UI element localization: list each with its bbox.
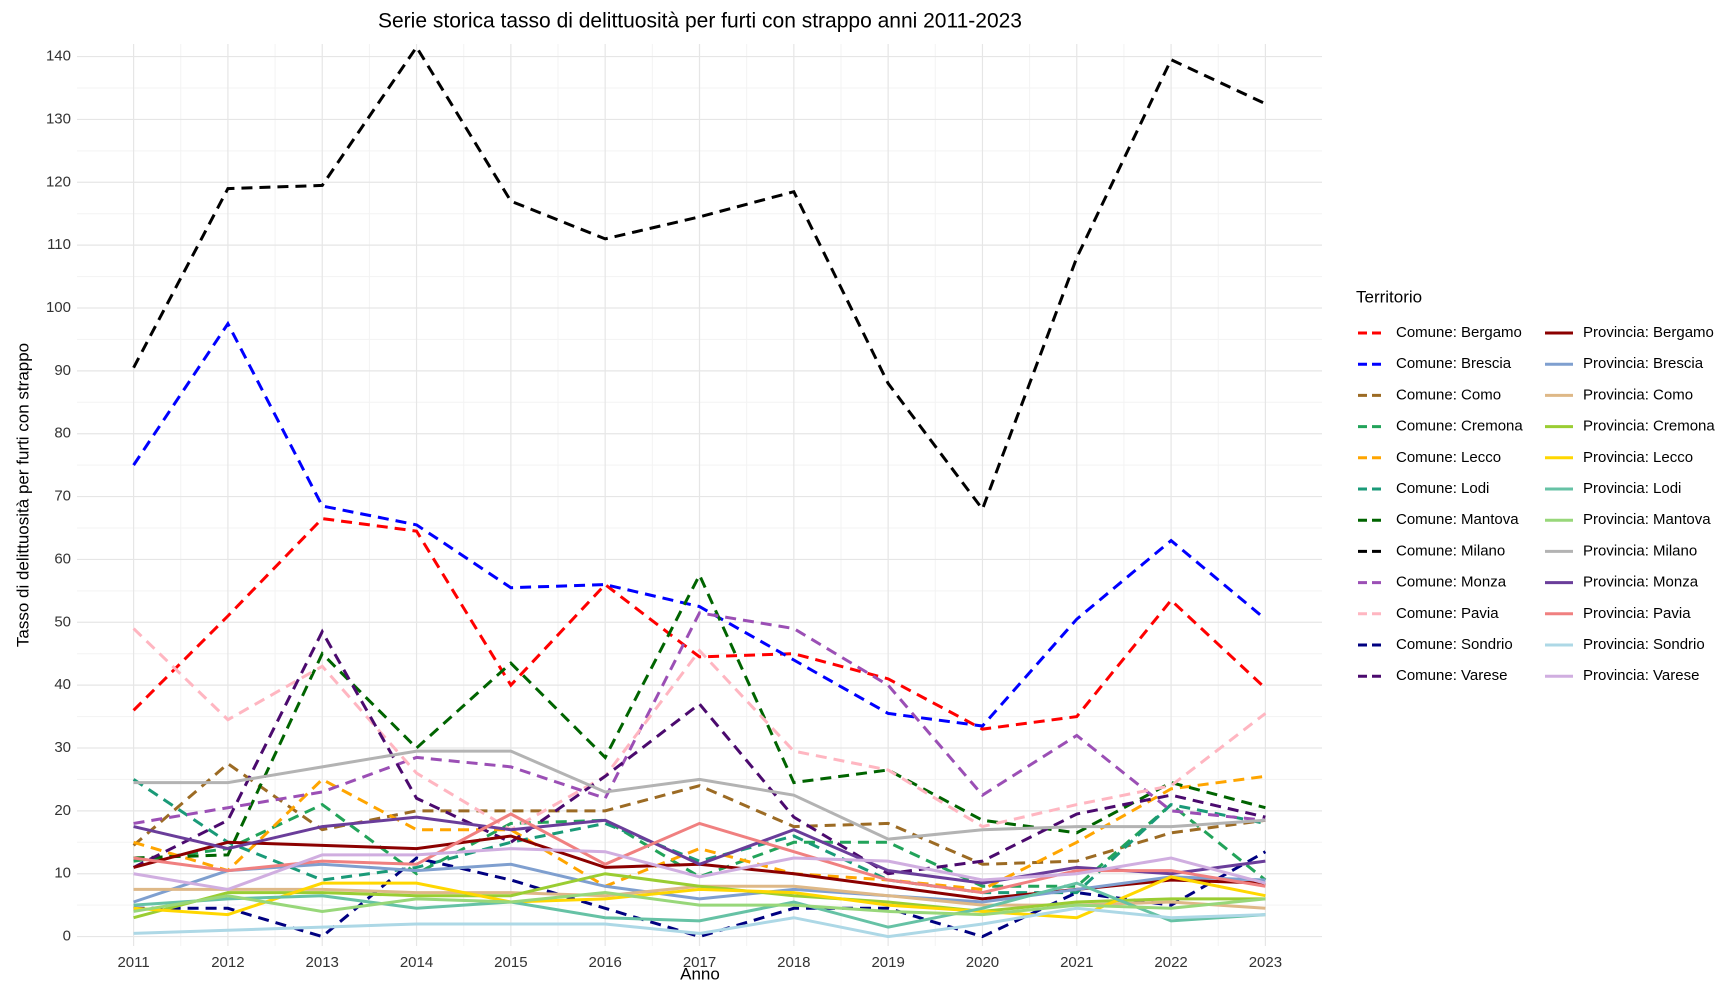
legend-label: Comune: Pavia [1396, 605, 1499, 622]
x-axis-title: Anno [680, 964, 720, 983]
legend-label: Provincia: Bergamo [1583, 324, 1714, 341]
legend-label: Comune: Varese [1396, 667, 1507, 684]
y-tick-label: 80 [54, 425, 71, 442]
legend-label: Comune: Sondrio [1396, 636, 1513, 653]
series-line [132, 627, 1267, 832]
series-line [133, 872, 1266, 920]
series-line [133, 749, 1266, 841]
series-line [133, 611, 1266, 825]
x-tick-label: 2014 [400, 954, 433, 971]
series-line [133, 875, 1266, 920]
y-tick-label: 40 [54, 676, 71, 693]
series-line [133, 774, 1266, 891]
series-line [132, 628, 1266, 876]
x-tick-label: 2016 [588, 954, 621, 971]
legend-label: Provincia: Lecco [1583, 449, 1693, 466]
legend-label: Comune: Mantova [1396, 511, 1519, 528]
y-tick-label: 100 [46, 299, 71, 316]
series-line [132, 516, 1267, 731]
legend-label: Provincia: Sondrio [1583, 636, 1705, 653]
y-tick-label: 20 [54, 802, 71, 819]
series-line [133, 571, 1266, 860]
legend-label: Comune: Cremona [1396, 418, 1523, 435]
legend-label: Comune: Lodi [1396, 480, 1489, 497]
legend-label: Provincia: Monza [1583, 574, 1699, 591]
series-line [133, 815, 1266, 885]
y-tick-label: 10 [54, 865, 71, 882]
x-tick-label: 2015 [494, 954, 527, 971]
x-tick-label: 2013 [306, 954, 339, 971]
series-line [133, 802, 1267, 888]
x-tick-label: 2023 [1249, 954, 1282, 971]
legend-label: Comune: Lecco [1396, 449, 1501, 466]
series-line [132, 778, 1266, 895]
legend-label: Provincia: Mantova [1583, 511, 1711, 528]
x-tick-label: 2012 [211, 954, 244, 971]
x-tick-label: 2011 [117, 954, 149, 971]
series-line [132, 44, 1267, 513]
chart-title: Serie storica tasso di delittuosità per … [378, 10, 1022, 33]
y-tick-label: 120 [46, 173, 71, 190]
legend-label: Provincia: Brescia [1583, 355, 1704, 372]
legend-label: Comune: Bergamo [1396, 324, 1522, 341]
legend-label: Provincia: Como [1583, 386, 1693, 403]
legend-label: Comune: Como [1396, 386, 1501, 403]
y-tick-label: 0 [63, 928, 71, 945]
legend-label: Provincia: Cremona [1583, 418, 1715, 435]
legend-label: Provincia: Varese [1583, 667, 1699, 684]
y-tick-label: 140 [46, 48, 71, 65]
x-tick-label: 2018 [777, 954, 810, 971]
series-line [133, 906, 1266, 939]
legend-label: Provincia: Lodi [1583, 480, 1681, 497]
y-tick-label: 130 [46, 110, 71, 127]
x-tick-label: 2019 [871, 954, 904, 971]
x-tick-label: 2021 [1060, 954, 1093, 971]
series-line [133, 812, 1266, 895]
series-line [133, 881, 1266, 929]
y-tick-label: 70 [54, 488, 71, 505]
x-tick-label: 2022 [1154, 954, 1187, 971]
y-tick-label: 60 [54, 550, 71, 567]
x-tick-label: 2020 [966, 954, 999, 971]
y-tick-label: 50 [54, 613, 71, 630]
series-line [132, 761, 1266, 866]
legend-label: Comune: Milano [1396, 542, 1505, 559]
series-line [133, 862, 1266, 904]
legend-title: Territorio [1356, 287, 1422, 306]
series-line [132, 320, 1267, 728]
y-tick-label: 110 [47, 236, 71, 253]
series-line [133, 891, 1266, 917]
y-tick-label: 90 [54, 362, 71, 379]
y-axis-title: Tasso di delittuosità per furti con stra… [13, 343, 32, 647]
legend-label: Comune: Monza [1396, 574, 1507, 591]
legend-label: Provincia: Milano [1583, 542, 1697, 559]
x-tick-label: 2017 [683, 954, 716, 971]
legend-label: Comune: Brescia [1396, 355, 1512, 372]
series-line [133, 847, 1266, 891]
legend-label: Provincia: Pavia [1583, 605, 1691, 622]
y-tick-label: 30 [54, 739, 71, 756]
